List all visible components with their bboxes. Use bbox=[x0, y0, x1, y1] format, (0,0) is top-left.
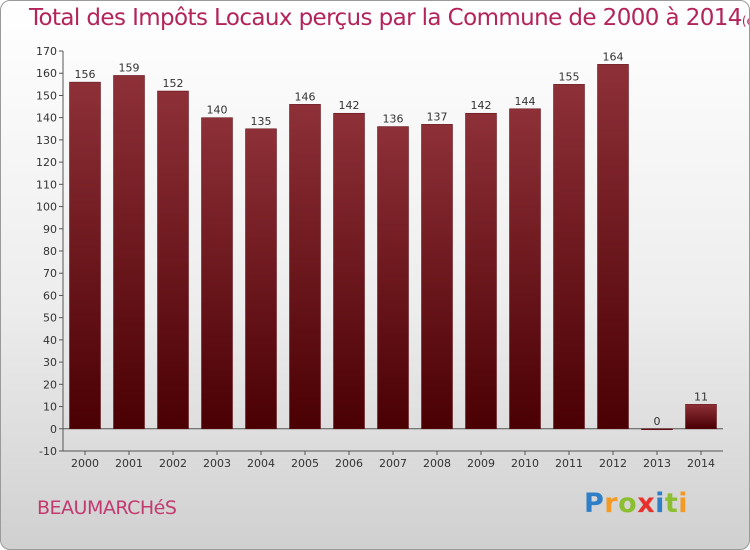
data-label-2009: 142 bbox=[471, 99, 492, 112]
data-label-2007: 136 bbox=[383, 113, 404, 126]
x-tick-label: 2008 bbox=[423, 457, 451, 470]
y-tick-label: 30 bbox=[43, 356, 57, 369]
x-tick-label: 2006 bbox=[335, 457, 363, 470]
bar-2003 bbox=[201, 117, 233, 430]
chart-title-unit: (en milliers d'€) bbox=[741, 14, 749, 28]
bar-2008 bbox=[421, 124, 453, 430]
data-label-2011: 155 bbox=[559, 70, 580, 83]
bar-2004 bbox=[245, 128, 277, 430]
y-tick-label: 110 bbox=[36, 178, 57, 191]
y-tick-label: 0 bbox=[50, 423, 57, 436]
y-tick-label: 160 bbox=[36, 67, 57, 80]
y-tick-label: 100 bbox=[36, 201, 57, 214]
y-tick-label: 70 bbox=[43, 267, 57, 280]
bar-2007 bbox=[377, 126, 409, 430]
chart-title-text: Total des Impôts Locaux perçus par la Co… bbox=[29, 5, 742, 31]
bar-2011 bbox=[553, 84, 585, 430]
bar-2010 bbox=[509, 108, 541, 430]
bar-2012 bbox=[597, 64, 629, 430]
chart-data-labels: 156 159 152 140 135 146 142 136 137 142 144 155 164 0… bbox=[75, 50, 709, 427]
logo-letter: i bbox=[655, 488, 665, 519]
data-label-2002: 152 bbox=[163, 77, 184, 90]
bar-2006 bbox=[333, 112, 365, 430]
y-tick-label: 90 bbox=[43, 223, 57, 236]
logo-letter: r bbox=[604, 488, 619, 519]
y-tick-label: -10 bbox=[39, 445, 57, 458]
x-tick-label: 2003 bbox=[203, 457, 231, 470]
data-label-2006: 142 bbox=[339, 99, 360, 112]
bar-2001 bbox=[113, 75, 145, 430]
data-label-2005: 146 bbox=[295, 90, 316, 103]
x-tick-label: 2013 bbox=[643, 457, 671, 470]
data-label-2013: 0 bbox=[654, 415, 661, 428]
x-tick-label: 2005 bbox=[291, 457, 319, 470]
bar-2009 bbox=[465, 112, 497, 430]
y-tick-label: 40 bbox=[43, 334, 57, 347]
data-label-2004: 135 bbox=[251, 115, 272, 128]
bar-2005 bbox=[289, 104, 321, 430]
data-label-2008: 137 bbox=[427, 110, 448, 123]
y-tick-label: 120 bbox=[36, 156, 57, 169]
logo-letter: i bbox=[678, 488, 689, 519]
x-tick-label: 2014 bbox=[687, 457, 715, 470]
x-tick-label: 2002 bbox=[159, 457, 187, 470]
chart-axes: -100102030405060708090100110120130140150… bbox=[36, 45, 723, 470]
x-tick-label: 2000 bbox=[71, 457, 99, 470]
data-label-2003: 140 bbox=[207, 104, 228, 117]
data-label-2012: 164 bbox=[603, 50, 624, 63]
bar-2000 bbox=[69, 81, 101, 430]
y-tick-label: 50 bbox=[43, 312, 57, 325]
data-label-2010: 144 bbox=[515, 95, 536, 108]
y-tick-label: 130 bbox=[36, 134, 57, 147]
x-tick-label: 2001 bbox=[115, 457, 143, 470]
y-tick-label: 60 bbox=[43, 289, 57, 302]
proxiti-logo: Proxiti bbox=[584, 488, 688, 519]
data-label-2014: 11 bbox=[694, 390, 708, 403]
x-tick-label: 2007 bbox=[379, 457, 407, 470]
x-tick-label: 2009 bbox=[467, 457, 495, 470]
y-tick-label: 20 bbox=[43, 378, 57, 391]
y-tick-label: 170 bbox=[36, 45, 57, 58]
x-tick-label: 2011 bbox=[555, 457, 583, 470]
chart-title: Total des Impôts Locaux perçus par la Co… bbox=[29, 5, 749, 31]
y-tick-label: 80 bbox=[43, 245, 57, 258]
x-tick-label: 2012 bbox=[599, 457, 627, 470]
logo-letter: o bbox=[618, 488, 638, 519]
x-tick-label: 2004 bbox=[247, 457, 275, 470]
bar-2002 bbox=[157, 90, 189, 430]
logo-letter: P bbox=[584, 488, 605, 519]
logo-letter: t bbox=[664, 488, 679, 519]
logo-letter: x bbox=[637, 488, 656, 519]
commune-name: BEAUMARCHéS bbox=[37, 497, 177, 519]
x-tick-label: 2010 bbox=[511, 457, 539, 470]
y-tick-label: 150 bbox=[36, 89, 57, 102]
y-tick-label: 10 bbox=[43, 401, 57, 414]
bar-2013 bbox=[641, 428, 673, 431]
chart-bars bbox=[69, 64, 717, 431]
bar-2014 bbox=[685, 404, 717, 430]
data-label-2001: 159 bbox=[119, 61, 140, 74]
data-label-2000: 156 bbox=[75, 68, 96, 81]
y-tick-label: 140 bbox=[36, 112, 57, 125]
